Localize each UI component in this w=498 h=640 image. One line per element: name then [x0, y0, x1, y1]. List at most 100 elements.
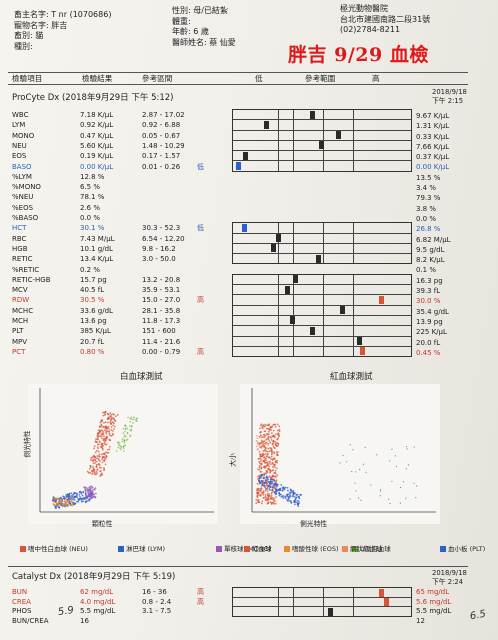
scatter-point: [85, 489, 88, 491]
scatter-point: [59, 504, 62, 507]
scatter-point: [272, 485, 275, 487]
range-bar: [233, 234, 411, 244]
scatter-point: [264, 439, 267, 441]
scatter-point: [101, 448, 104, 451]
result-row: %BASO 0.0 %: [12, 214, 227, 224]
scatter-point: [78, 497, 81, 500]
previous-value: 7.66 K/μL: [416, 142, 450, 151]
scatter-point: [268, 475, 271, 478]
scatter-point: [105, 454, 108, 457]
previous-value: 5.6 mg/dL: [416, 597, 452, 606]
result-row: MCV 40.5 fL 35.9 - 53.1: [12, 286, 227, 296]
test-reference: 0.17 - 1.57: [142, 152, 181, 161]
scatter-point: [298, 497, 301, 500]
scatter-point: [73, 499, 76, 501]
scatter-point: [65, 501, 68, 503]
test-value: 5.5 mg/dL: [80, 607, 116, 616]
scatter-point: [255, 498, 258, 501]
scatter-point: [359, 468, 361, 471]
scatter-point: [103, 429, 106, 432]
scatter-point: [269, 468, 272, 471]
scatter-point: [80, 500, 83, 503]
scatter-point: [69, 502, 72, 505]
scatter-point: [110, 413, 113, 416]
scatter-point: [76, 500, 78, 503]
previous-value: 6.82 M/μL: [416, 235, 451, 244]
scatter-point: [286, 489, 289, 492]
scatter-point: [259, 427, 261, 430]
scatter-point: [65, 503, 67, 505]
scatter-point: [118, 441, 121, 444]
scatter-point: [261, 500, 264, 503]
scatter-point: [71, 499, 74, 502]
result-marker: [356, 337, 362, 346]
scatter-point: [265, 457, 267, 460]
scatter-point: [108, 431, 110, 433]
scatter-point: [266, 464, 269, 466]
scatter-point: [391, 480, 393, 483]
scatter-point: [272, 445, 275, 447]
scatter-point: [96, 438, 99, 441]
test-reference: 2.87 - 17.02: [142, 111, 185, 119]
scatter-point: [102, 411, 104, 414]
scatter-point: [103, 439, 105, 442]
col-low: 低: [255, 74, 263, 83]
scatter-point: [63, 503, 66, 505]
scatter-point: [100, 429, 103, 432]
clinic-info: 極光動物醫院 台北市建國南路二段31號 (02)2784-8211: [340, 4, 430, 36]
scatter-point: [264, 423, 267, 426]
scatter-point: [60, 500, 63, 502]
scatter-point: [261, 440, 264, 443]
scatter-point: [289, 489, 292, 491]
legend-label: 血小板 (PLT): [448, 545, 486, 553]
scatter-point: [108, 432, 111, 435]
legend-swatch: [118, 546, 124, 552]
scatter-point: [262, 424, 265, 427]
scatter-point: [266, 502, 269, 505]
scatter-point: [405, 497, 407, 499]
scatter-point: [274, 463, 276, 466]
scatter-point: [58, 502, 61, 505]
previous-value: 225 K/μL: [416, 328, 447, 337]
scatter-point: [260, 484, 263, 487]
result-marker: [310, 110, 316, 119]
legend-swatch: [284, 546, 290, 552]
scatter-point: [274, 469, 277, 472]
scatter-point: [59, 500, 62, 503]
scatter-point: [120, 446, 123, 448]
scatter-point: [268, 488, 271, 490]
scatter-point: [269, 426, 272, 428]
scatter-point: [256, 482, 259, 485]
scatter-point: [105, 456, 108, 459]
scatter-point: [407, 464, 410, 466]
result-row: LYM 0.92 K/μL 0.92 - 6.88: [12, 121, 227, 131]
species: 畜別: 貓: [14, 31, 44, 40]
scatter-point: [259, 460, 262, 463]
scatter-point: [258, 468, 261, 471]
scatter-point: [104, 458, 107, 461]
scatter-point: [402, 481, 405, 483]
legend-label: 紅血球: [252, 545, 272, 553]
test-reference: 28.1 - 35.8: [142, 306, 181, 315]
test-value: 12.8 %: [80, 172, 105, 181]
test-name: PCT: [12, 347, 26, 356]
scatter-point: [133, 416, 135, 419]
result-row: BASO 0.00 K/μL 0.01 - 0.26 低: [12, 163, 227, 173]
test-value: 0.2 %: [80, 265, 101, 274]
rbc-plot-title: 紅血球測試: [330, 372, 373, 382]
scatter-point: [89, 485, 92, 488]
test-name: MCH: [12, 317, 29, 325]
scatter-point: [358, 497, 360, 499]
scatter-point: [112, 413, 115, 416]
scatter-point: [256, 494, 259, 497]
scatter-point: [260, 446, 263, 449]
scatter-point: [98, 432, 100, 435]
scatter-point: [63, 497, 65, 500]
scatter-point: [261, 482, 264, 485]
test-value: 0.92 K/μL: [80, 121, 114, 130]
rbc-x-label: 側光特性: [300, 520, 328, 528]
range-bar-group: [232, 273, 412, 358]
test-name: RBC: [12, 234, 27, 243]
scatter-point: [278, 428, 281, 431]
test-flag: 高: [197, 597, 204, 606]
